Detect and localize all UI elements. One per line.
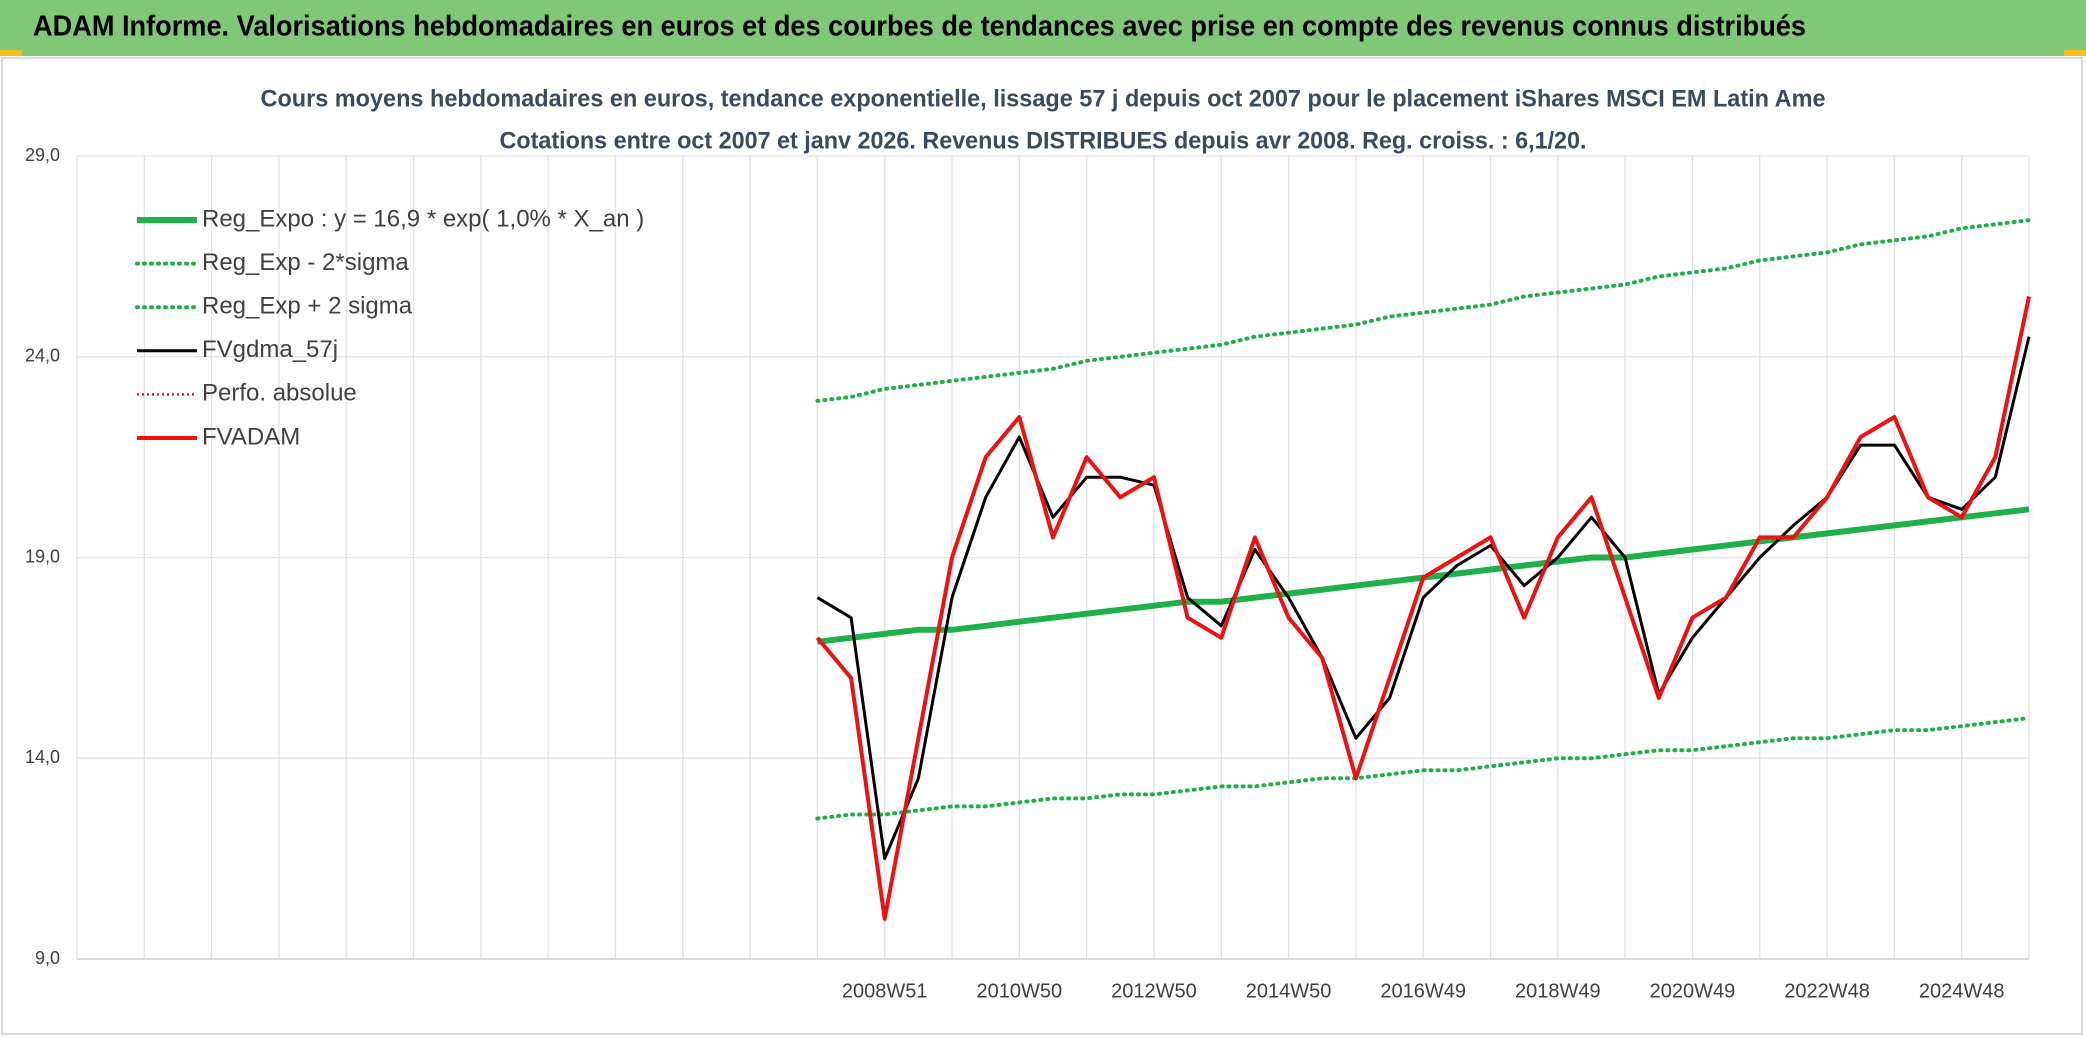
x-tick-label: 2020W49 <box>1650 980 1736 1002</box>
legend-label: Reg_Expo : y = 16,9 * exp( 1,0% * X_an ) <box>202 205 644 232</box>
y-tick-label: 29,0 <box>25 145 60 165</box>
x-tick-label: 2010W50 <box>977 980 1063 1002</box>
x-tick-label: 2024W48 <box>1919 980 2005 1002</box>
y-tick-label: 19,0 <box>25 546 60 566</box>
y-tick-label: 14,0 <box>25 747 60 767</box>
x-tick-label: 2008W51 <box>842 980 928 1002</box>
x-tick-label: 2016W49 <box>1380 980 1466 1002</box>
series-line <box>815 296 2031 921</box>
y-tick-label: 24,0 <box>25 346 60 366</box>
legend-label: FVADAM <box>202 423 300 450</box>
y-tick-label: 9,0 <box>35 948 60 968</box>
x-tick-label: 2018W49 <box>1515 980 1601 1002</box>
chart-title: Cours moyens hebdomadaires en euros, ten… <box>261 85 1826 112</box>
legend-label: Perfo. absolue <box>202 380 357 407</box>
chart-subtitle: Cotations entre oct 2007 et janv 2026. R… <box>500 127 1587 154</box>
legend-label: Reg_Exp + 2 sigma <box>202 293 413 320</box>
series-line <box>815 218 2031 403</box>
legend-label: FVgdma_57j <box>202 336 338 363</box>
corner-mark <box>0 50 22 56</box>
x-tick-label: 2012W50 <box>1111 980 1197 1002</box>
header-title: ADAM Informe. Valorisations hebdomadaire… <box>33 11 1806 43</box>
x-tick-label: 2022W48 <box>1784 980 1870 1002</box>
header-bar <box>0 0 2086 56</box>
x-tick-label: 2014W50 <box>1246 980 1332 1002</box>
corner-mark <box>2064 50 2086 56</box>
series-line <box>815 716 2031 821</box>
chart-border <box>1 57 2083 1035</box>
legend-label: Reg_Exp - 2*sigma <box>202 249 409 276</box>
